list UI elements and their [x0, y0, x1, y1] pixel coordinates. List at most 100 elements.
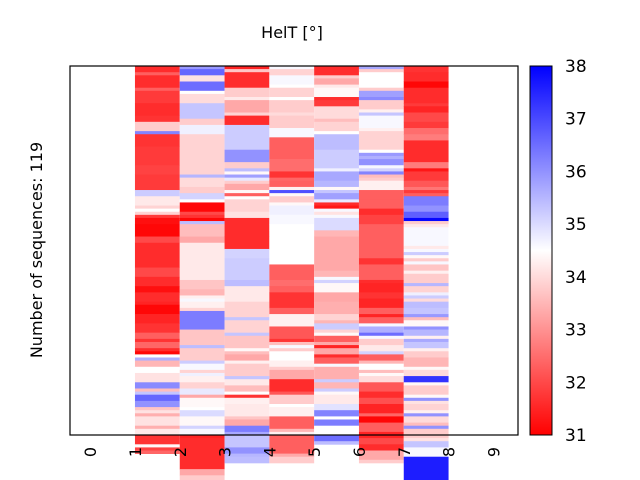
heatmap-cell — [403, 298, 449, 303]
heatmap-cell — [314, 341, 359, 346]
heatmap-cell — [358, 100, 404, 110]
heatmap-cell — [403, 397, 449, 402]
heatmap-cell — [269, 180, 315, 188]
heatmap-cell — [314, 211, 359, 216]
colorbar-tick-label: 38 — [565, 57, 587, 77]
heatmap-cell — [134, 121, 180, 132]
heatmap-cell — [224, 97, 270, 101]
heatmap-cell — [134, 341, 180, 349]
heatmap-cell — [224, 348, 270, 352]
heatmap-cell — [358, 190, 404, 200]
heatmap-cell — [224, 391, 270, 396]
heatmap-cell — [179, 289, 225, 296]
heatmap-cell — [134, 416, 180, 427]
heatmap-cell — [314, 348, 359, 355]
heatmap-cell — [358, 376, 404, 383]
heatmap-cell — [314, 276, 359, 281]
colorbar — [529, 65, 553, 436]
x-tick-labels: 0 1 2 3 4 5 6 7 8 9 — [81, 447, 503, 457]
heatmap-cell — [179, 202, 225, 213]
heatmap-cell — [358, 351, 404, 355]
heatmap-cell — [358, 109, 404, 113]
heatmap-cell — [314, 270, 359, 278]
heatmap-cell — [269, 171, 315, 179]
heatmap-cell — [403, 264, 449, 272]
heatmap-cell — [269, 345, 315, 349]
heatmap-cell — [269, 193, 315, 197]
heatmap-cell — [134, 357, 180, 361]
heatmap-cell — [134, 214, 180, 219]
heatmap-cell — [403, 255, 449, 259]
heatmap-cell — [224, 453, 270, 458]
colorbar-tick-label: 32 — [565, 373, 587, 393]
heatmap-cell — [134, 447, 180, 451]
heatmap-cell — [403, 307, 449, 315]
heatmap-cell — [269, 196, 315, 203]
heatmap-cell — [403, 171, 449, 182]
heatmap-cell — [224, 199, 270, 213]
heatmap-cell — [314, 329, 359, 334]
heatmap-cell — [358, 264, 404, 281]
heatmap-cell — [269, 66, 315, 70]
heatmap-cell — [179, 369, 225, 374]
heatmap-cell — [314, 230, 359, 237]
heatmap-cell — [403, 385, 449, 396]
heatmap-cell — [314, 335, 359, 343]
heatmap-cell — [134, 242, 180, 268]
heatmap-cell — [179, 193, 225, 200]
heatmap-cell — [403, 140, 449, 163]
heatmap-cell — [134, 348, 180, 352]
heatmap-cell — [224, 286, 270, 303]
heatmap-cell — [314, 149, 359, 163]
heatmap-cell — [314, 366, 359, 380]
heatmap-cell — [179, 177, 225, 188]
heatmap-cell — [179, 360, 225, 365]
heatmap-cell — [224, 196, 270, 200]
heatmap-cell — [224, 332, 270, 337]
heatmap-cell — [179, 435, 225, 439]
heatmap-cell — [179, 416, 225, 427]
heatmap-cell — [403, 190, 449, 194]
heatmap-cell — [179, 428, 225, 436]
heatmap-cell — [403, 400, 449, 405]
heatmap-cell — [269, 190, 315, 194]
heatmap-cell — [358, 332, 404, 337]
heatmap-cell — [179, 199, 225, 203]
heatmap-cell — [358, 335, 404, 340]
heatmap-cell — [403, 317, 449, 321]
heatmap-cell — [179, 345, 225, 349]
heatmap-cell — [179, 214, 225, 219]
heatmap-cell — [314, 186, 359, 191]
heatmap-cell — [134, 351, 180, 355]
heatmap-cell — [314, 435, 359, 442]
heatmap-cell — [358, 214, 404, 225]
heatmap-cell — [358, 283, 404, 293]
heatmap-cell — [224, 217, 270, 237]
heatmap-cell — [403, 286, 449, 293]
heatmap-cell — [403, 295, 449, 299]
heatmap-cell — [134, 217, 180, 225]
heatmap-cell — [358, 345, 404, 352]
heatmap-cell — [179, 310, 225, 330]
heatmap-cell — [224, 394, 270, 399]
x-tick-label: 5 — [305, 447, 324, 457]
heatmap-cell — [134, 103, 180, 117]
heatmap-cell — [314, 162, 359, 169]
heatmap-cell — [403, 227, 449, 247]
heatmap-cell — [224, 112, 270, 117]
heatmap-cell — [314, 388, 359, 392]
heatmap-cell — [224, 335, 270, 349]
heatmap-cell — [134, 394, 180, 402]
x-tick-label: 9 — [484, 447, 503, 457]
heatmap-cell — [403, 376, 449, 383]
heatmap-cell — [179, 301, 225, 309]
heatmap-cell — [403, 335, 449, 340]
heatmap-cell — [224, 87, 270, 98]
heatmap-cell — [134, 205, 180, 210]
heatmap-cell — [358, 317, 404, 324]
heatmap-cell — [134, 444, 180, 448]
heatmap-cell — [314, 168, 359, 172]
heatmap-cell — [358, 323, 404, 327]
heatmap-cell — [403, 413, 449, 417]
heatmap-cell — [358, 422, 404, 433]
